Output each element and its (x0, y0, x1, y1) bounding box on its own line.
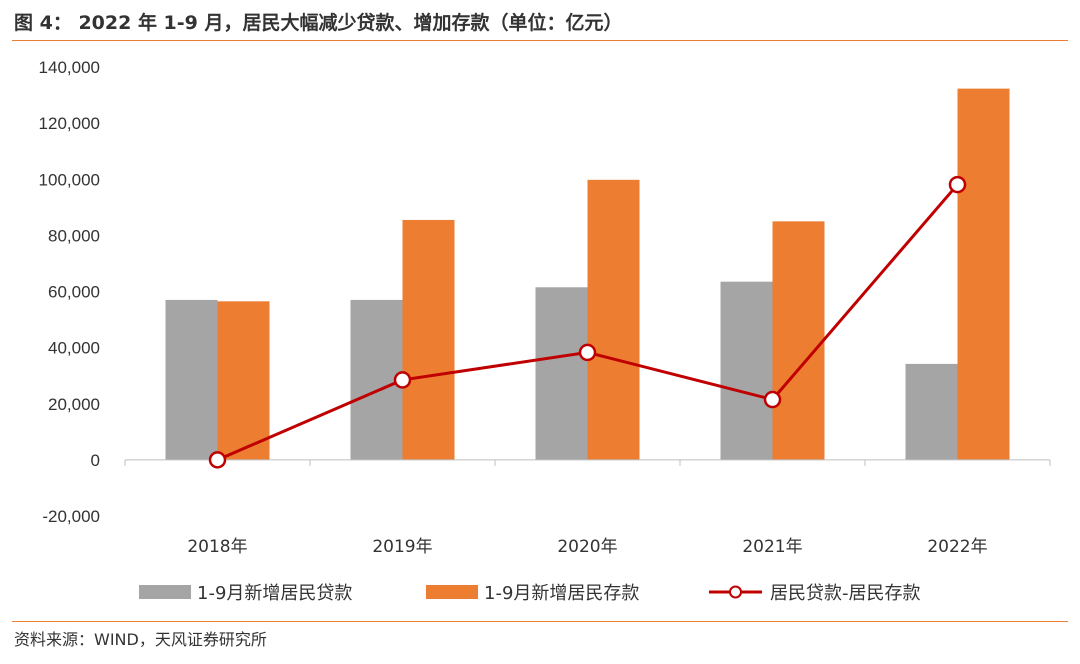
bar-deposits (772, 221, 825, 460)
source-note: 资料来源：WIND，天风证券研究所 (14, 630, 267, 649)
x-axis-tick-marks (124, 459, 1051, 466)
x-tick-label: 2018年 (187, 537, 247, 557)
diff-marker (948, 175, 967, 194)
y-tick-label: 140,000 (39, 58, 100, 77)
y-axis-ticks: 140,000 120,000 100,000 80,000 60,000 40,000 2… (39, 58, 100, 526)
x-tick-label: 2022年 (927, 537, 987, 557)
y-tick-label: -20,000 (42, 507, 100, 526)
diff-marker (393, 371, 412, 389)
legend-swatch-deposits (426, 585, 478, 599)
y-tick-label: 40,000 (48, 339, 100, 358)
bar-loans (905, 363, 958, 460)
y-tick-label: 80,000 (48, 226, 100, 245)
bar-loans (535, 287, 588, 460)
legend-swatch-loans (139, 585, 191, 599)
bar-loans (165, 299, 218, 460)
legend-label-deposits: 1-9月新增居民存款 (484, 583, 639, 604)
legend: 1-9月新增居民贷款 1-9月新增居民存款 居民贷款-居民存款 (139, 583, 921, 604)
diff-marker (208, 451, 227, 469)
x-axis-labels: 2018年 2019年 2020年 2021年 2022年 (187, 537, 987, 557)
y-tick-label: 100,000 (39, 170, 100, 189)
x-tick-label: 2020年 (557, 537, 617, 557)
x-tick-label: 2019年 (372, 537, 432, 557)
x-tick-label: 2021年 (742, 537, 802, 557)
title-rule (12, 40, 1068, 41)
y-tick-label: 0 (91, 451, 100, 470)
line-series (208, 175, 967, 469)
legend-label-loans: 1-9月新增居民贷款 (197, 583, 352, 604)
bar-deposits (217, 301, 270, 460)
legend-marker-diff (729, 585, 742, 599)
figure-title: 图 4： 2022 年 1-9 月，居民大幅减少贷款、增加存款（单位：亿元） (14, 12, 623, 34)
diff-marker (763, 390, 782, 409)
bar-deposits (587, 179, 640, 460)
bar-deposits (402, 219, 455, 460)
bar-loans (720, 281, 773, 460)
y-tick-label: 120,000 (39, 114, 100, 133)
diff-marker (578, 343, 597, 362)
bar-series (165, 88, 1010, 460)
y-tick-label: 60,000 (48, 283, 100, 302)
bar-deposits (957, 88, 1010, 460)
source-rule (12, 621, 1068, 622)
legend-label-diff: 居民贷款-居民存款 (770, 583, 921, 604)
y-tick-label: 20,000 (48, 395, 100, 414)
